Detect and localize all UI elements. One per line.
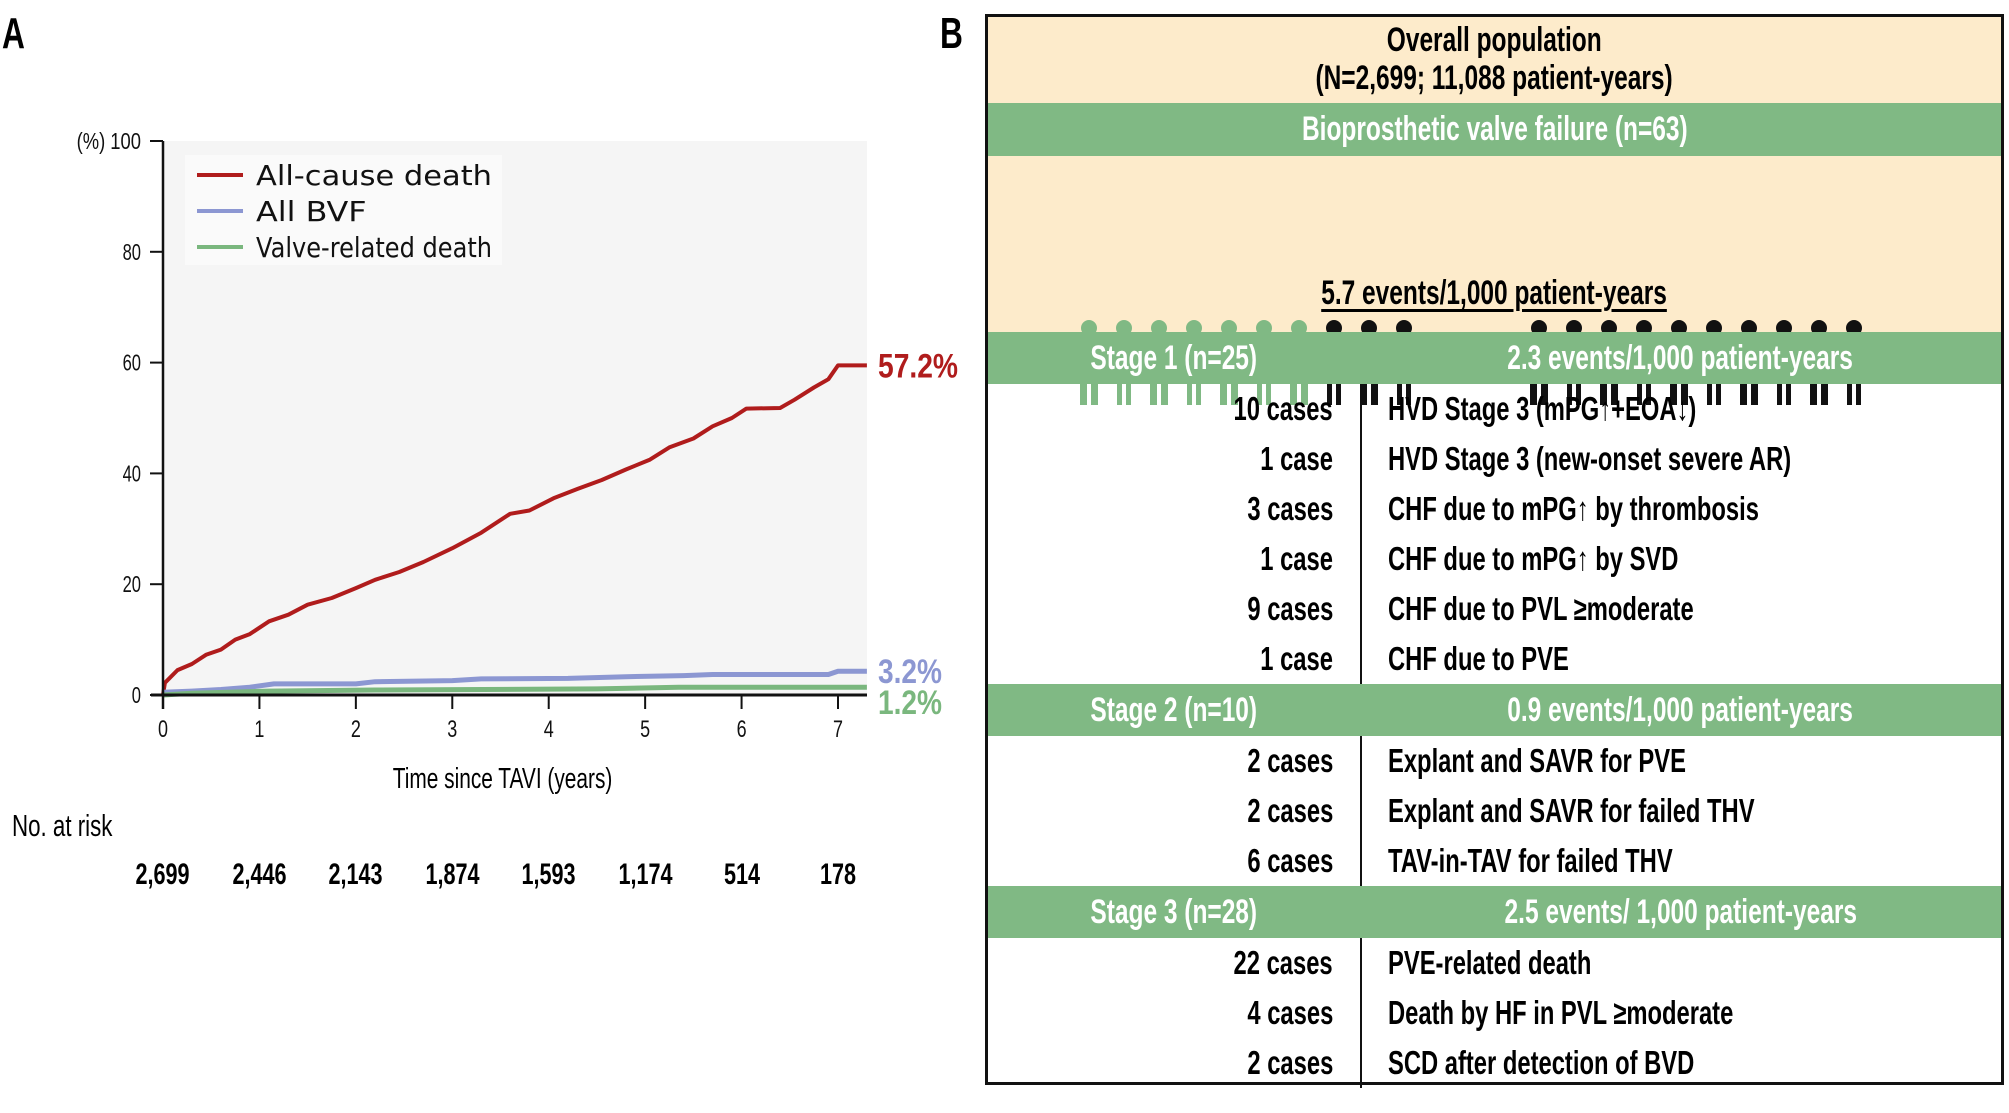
end-label-2: 1.2% (878, 684, 942, 722)
risk-table-title: No. at risk (12, 808, 113, 843)
series-line-0 (161, 363, 867, 696)
table-row: 6 cases TAV-in-TAV for failed THV (988, 836, 2001, 886)
table-row: 1 case CHF due to PVE (988, 634, 2001, 684)
column-divider (1360, 384, 1362, 684)
table-row: 4 cases Death by HF in PVL ≥moderate (988, 988, 2001, 1038)
table-row: 22 cases PVE-related death (988, 938, 2001, 988)
case-count: 22 cases (1233, 944, 1333, 981)
event-description: PVE-related death (1388, 944, 1592, 981)
stage-name: Stage 1 (n=25) (1090, 338, 1258, 377)
overall-subtitle: (N=2,699; 11,088 patient-years) (1315, 59, 1674, 97)
event-description: SCD after detection of BVD (1388, 1044, 1695, 1081)
stage-header: Stage 1 (n=25) 2.3 events/1,000 patient-y… (988, 332, 2001, 384)
end-label-0: 57.2% (878, 347, 958, 385)
table-row: 9 cases CHF due to PVL ≥moderate (988, 584, 2001, 634)
x-tick-label-0: 0 (158, 716, 168, 743)
end-label-1: 3.2% (878, 653, 942, 691)
risk-value: 1,593 (521, 858, 576, 891)
event-description: CHF due to PVL ≥moderate (1388, 590, 1694, 627)
event-description: HVD Stage 3 (new-onset severe AR) (1388, 440, 1792, 477)
event-description: Explant and SAVR for PVE (1388, 742, 1686, 779)
risk-value: 2,446 (232, 858, 287, 891)
y-tick-label-100: (%) 100 (77, 128, 141, 154)
case-count: 2 cases (1247, 1044, 1333, 1081)
panel-a-label: A (2, 9, 25, 58)
series-line-2 (162, 684, 867, 698)
risk-value: 2,699 (135, 858, 191, 891)
x-tick-label-5: 5 (640, 716, 650, 743)
pictogram-section: ... 5.7 events/1,000 patient-years (988, 156, 2001, 405)
event-description: Death by HF in PVL ≥moderate (1388, 994, 1734, 1031)
event-description: CHF due to mPG↑ by SVD (1388, 540, 1679, 577)
x-tick-label-1: 1 (254, 716, 264, 743)
overall-event-rate: 5.7 events/1,000 patient-years (1321, 274, 1668, 312)
stage-header: Stage 2 (n=10) 0.9 events/1,000 patient-y… (988, 684, 2001, 736)
case-count: 9 cases (1247, 590, 1333, 627)
case-count: 6 cases (1247, 842, 1333, 879)
table-row: 2 cases Explant and SAVR for failed THV (988, 786, 2001, 836)
table-row: 1 case CHF due to mPG↑ by SVD (988, 534, 2001, 584)
case-count: 1 case (1260, 540, 1333, 577)
stage-rows: 2 cases Explant and SAVR for PVE 2 cases Ex… (988, 736, 2001, 886)
bvf-band: Bioprosthetic valve failure (n=63) (988, 103, 2001, 156)
stage-name: Stage 3 (n=28) (1090, 892, 1258, 931)
risk-value: 1,874 (425, 858, 480, 891)
case-count: 1 case (1260, 440, 1333, 477)
case-count: 2 cases (1247, 792, 1333, 829)
event-description: CHF due to mPG↑ by thrombosis (1388, 490, 1759, 527)
x-tick-label-6: 6 (737, 716, 747, 743)
legend-label-1: All BVF (256, 195, 367, 228)
table-row: 2 cases Explant and SAVR for PVE (988, 736, 2001, 786)
y-tick-label-20: 20 (123, 571, 141, 597)
stage-name: Stage 2 (n=10) (1090, 690, 1258, 729)
stage-event-rate: 2.3 events/1,000 patient-years (1507, 338, 1854, 377)
case-count: 2 cases (1247, 742, 1333, 779)
event-description: Explant and SAVR for failed THV (1388, 792, 1755, 829)
bvf-summary-table: Overall population (N=2,699; 11,088 pati… (985, 14, 2004, 1088)
risk-value: 2,143 (328, 858, 383, 891)
table-row: 2 cases SCD after detection of BVD (988, 1038, 2001, 1088)
legend-label-0: All-cause death (256, 159, 492, 192)
x-tick-label-3: 3 (447, 716, 457, 743)
event-description: TAV-in-TAV for failed THV (1388, 842, 1673, 879)
stage-rows: 22 cases PVE-related death 4 cases Death by… (988, 938, 2001, 1088)
stage-event-rate: 0.9 events/1,000 patient-years (1507, 690, 1854, 729)
y-tick-label-80: 80 (123, 239, 141, 265)
risk-value: 1,174 (618, 858, 673, 891)
overall-title: Overall population (1387, 21, 1602, 59)
column-divider (1360, 736, 1362, 886)
panel-b-label: B (940, 9, 963, 58)
table-row: 1 case HVD Stage 3 (new-onset severe AR) (988, 434, 2001, 484)
column-divider (1360, 938, 1362, 1088)
x-tick-label-2: 2 (351, 716, 361, 743)
case-count: 1 case (1260, 640, 1333, 677)
case-count: 3 cases (1247, 490, 1333, 527)
event-description: CHF due to PVE (1388, 640, 1569, 677)
case-count: 10 cases (1233, 390, 1333, 427)
x-tick-label-4: 4 (544, 716, 554, 743)
x-axis-title: Time since TAVI (years) (393, 763, 613, 795)
stage-event-rate: 2.5 events/ 1,000 patient-years (1504, 892, 1857, 931)
risk-value: 178 (819, 858, 857, 891)
table-row: 10 cases HVD Stage 3 (mPG↑+EOA↓) (988, 384, 2001, 434)
legend-label-2: Valve-related death (256, 231, 492, 264)
y-tick-label-60: 60 (123, 350, 141, 376)
x-tick-label-7: 7 (833, 716, 843, 743)
stage-rows: 10 cases HVD Stage 3 (mPG↑+EOA↓) 1 case HVD… (988, 384, 2001, 684)
risk-value: 514 (723, 858, 760, 891)
stage-header: Stage 3 (n=28) 2.5 events/ 1,000 patient-… (988, 886, 2001, 938)
y-tick-label-40: 40 (123, 460, 141, 486)
overall-population-section: Overall population (N=2,699; 11,088 pati… (988, 17, 2001, 103)
event-description: HVD Stage 3 (mPG↑+EOA↓) (1388, 390, 1697, 427)
case-count: 4 cases (1247, 994, 1333, 1031)
series-line-1 (162, 668, 867, 695)
y-tick-label-0: 0 (132, 682, 141, 708)
table-row: 3 cases CHF due to mPG↑ by thrombosis (988, 484, 2001, 534)
